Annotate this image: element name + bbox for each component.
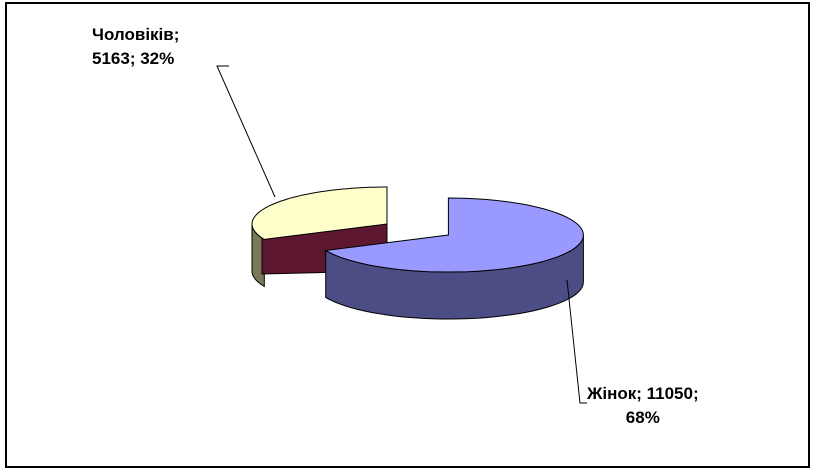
data-label-women-line2: 68% [625, 408, 660, 427]
data-label-women: Жінок; 11050; 68% [587, 382, 699, 430]
leader-line-women [566, 279, 587, 404]
pie-slice-women [324, 197, 584, 273]
data-label-men: Чоловіків; 5163; 32% [92, 23, 179, 71]
data-label-men-line1: Чоловіків; [92, 25, 180, 44]
leader-line-men [216, 65, 276, 198]
pie-chart [216, 65, 587, 404]
chart-area: Чоловіків; 5163; 32% Жінок; 11050; 68% [5, 2, 810, 468]
pie-slice-men [251, 186, 388, 240]
data-label-women-line1: Жінок; 11050; [587, 384, 699, 403]
data-label-men-line2: 5163; 32% [92, 49, 175, 68]
